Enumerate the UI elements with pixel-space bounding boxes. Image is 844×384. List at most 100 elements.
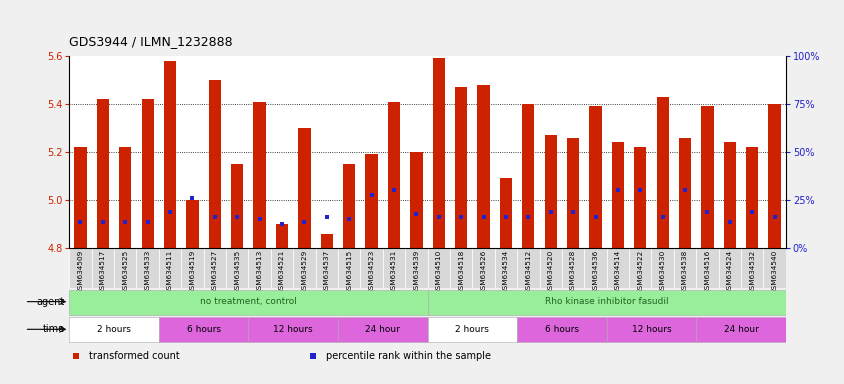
Bar: [477, 85, 490, 248]
Text: GSM634533: GSM634533: [144, 249, 150, 293]
Text: GSM634513: GSM634513: [257, 249, 262, 293]
Text: 12 hours: 12 hours: [273, 325, 312, 334]
Bar: [405, 248, 427, 288]
Bar: [338, 248, 360, 288]
Bar: [203, 248, 226, 288]
Text: GSM634512: GSM634512: [525, 249, 531, 293]
Bar: [230, 164, 243, 248]
Text: GSM634528: GSM634528: [570, 249, 576, 293]
Bar: [114, 248, 137, 288]
Text: GSM634532: GSM634532: [749, 249, 755, 293]
Bar: [763, 248, 785, 288]
Text: no treatment, control: no treatment, control: [200, 297, 296, 306]
Text: Rho kinase inhibitor fasudil: Rho kinase inhibitor fasudil: [544, 297, 668, 306]
Bar: [137, 248, 159, 288]
Bar: [159, 248, 181, 288]
Text: GSM634530: GSM634530: [659, 249, 665, 293]
Bar: [298, 128, 311, 248]
Bar: [343, 164, 355, 248]
Text: GSM634527: GSM634527: [212, 249, 218, 293]
Bar: [695, 248, 718, 288]
Text: GSM634537: GSM634537: [323, 249, 329, 293]
Bar: [74, 147, 87, 248]
Bar: [387, 102, 400, 248]
Bar: [472, 248, 495, 288]
Bar: [248, 318, 338, 342]
Bar: [427, 248, 449, 288]
Bar: [695, 318, 785, 342]
Bar: [566, 138, 579, 248]
Bar: [186, 200, 198, 248]
Text: 24 hour: 24 hour: [365, 325, 400, 334]
Bar: [320, 233, 333, 248]
Text: GSM634517: GSM634517: [100, 249, 106, 293]
Bar: [584, 248, 606, 288]
Bar: [409, 152, 422, 248]
Text: GSM634515: GSM634515: [346, 249, 352, 293]
Bar: [701, 106, 713, 248]
Text: GDS3944 / ILMN_1232888: GDS3944 / ILMN_1232888: [69, 35, 233, 48]
Bar: [427, 290, 785, 314]
Text: GSM634509: GSM634509: [78, 249, 84, 293]
Bar: [517, 248, 539, 288]
Bar: [338, 318, 427, 342]
Text: 6 hours: 6 hours: [187, 325, 220, 334]
Text: time: time: [43, 324, 65, 334]
Bar: [539, 248, 561, 288]
Bar: [606, 248, 629, 288]
Text: GSM634522: GSM634522: [636, 249, 642, 293]
Text: GSM634514: GSM634514: [614, 249, 620, 293]
Text: GSM634535: GSM634535: [234, 249, 240, 293]
Text: GSM634526: GSM634526: [480, 249, 486, 293]
Bar: [365, 154, 377, 248]
Text: GSM634524: GSM634524: [726, 249, 732, 293]
Bar: [69, 248, 92, 288]
Bar: [226, 248, 248, 288]
Text: GSM634531: GSM634531: [391, 249, 397, 293]
Bar: [588, 106, 601, 248]
Bar: [248, 248, 271, 288]
Bar: [722, 142, 735, 248]
Text: GSM634540: GSM634540: [771, 249, 776, 293]
Bar: [208, 80, 221, 248]
Bar: [360, 248, 382, 288]
Bar: [293, 248, 316, 288]
Text: 2 hours: 2 hours: [97, 325, 131, 334]
Text: 24 hour: 24 hour: [722, 325, 758, 334]
Text: GSM634529: GSM634529: [301, 249, 307, 293]
Text: GSM634518: GSM634518: [457, 249, 463, 293]
Bar: [253, 102, 266, 248]
Text: GSM634534: GSM634534: [502, 249, 508, 293]
Text: GSM634523: GSM634523: [368, 249, 374, 293]
Text: GSM634510: GSM634510: [436, 249, 441, 293]
Text: percentile rank within the sample: percentile rank within the sample: [326, 351, 490, 361]
Bar: [656, 97, 668, 248]
Text: GSM634511: GSM634511: [167, 249, 173, 293]
Bar: [633, 147, 646, 248]
Text: GSM634525: GSM634525: [122, 249, 128, 293]
Bar: [767, 104, 780, 248]
Bar: [454, 87, 467, 248]
Bar: [141, 99, 154, 248]
Bar: [517, 318, 606, 342]
Text: GSM634519: GSM634519: [189, 249, 195, 293]
Bar: [717, 248, 740, 288]
Text: transformed count: transformed count: [89, 351, 180, 361]
Bar: [119, 147, 132, 248]
Bar: [628, 248, 651, 288]
Text: GSM634521: GSM634521: [279, 249, 284, 293]
Bar: [606, 318, 695, 342]
Bar: [499, 179, 511, 248]
Bar: [544, 135, 556, 248]
Bar: [427, 318, 517, 342]
Bar: [745, 147, 758, 248]
Bar: [164, 61, 176, 248]
Bar: [450, 248, 472, 288]
Text: 6 hours: 6 hours: [544, 325, 578, 334]
Bar: [69, 318, 159, 342]
Bar: [651, 248, 674, 288]
Text: GSM634516: GSM634516: [704, 249, 710, 293]
Bar: [678, 138, 690, 248]
Bar: [432, 58, 445, 248]
Bar: [382, 248, 405, 288]
